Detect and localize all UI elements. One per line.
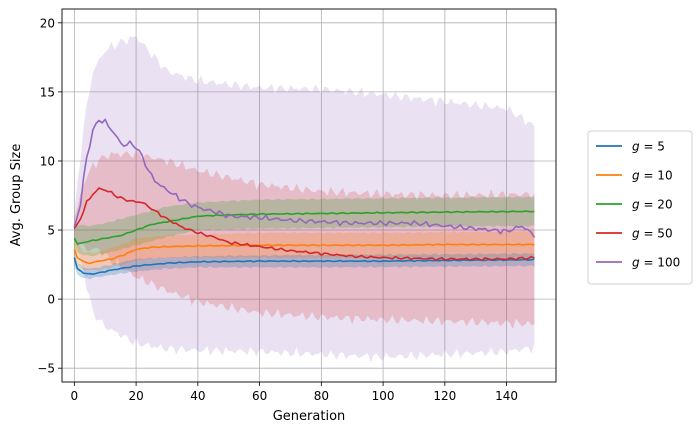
y-axis-ticks: −5 0 5 10 15 20 [37, 16, 62, 376]
y-axis-label: Avg. Group Size [9, 144, 24, 247]
y-tick-label: −5 [37, 362, 55, 376]
legend-box [587, 130, 693, 285]
y-tick-label: 20 [40, 16, 55, 30]
y-tick-label: 10 [40, 154, 55, 168]
x-tick-label: 20 [128, 389, 143, 403]
line-g-10 [73, 243, 535, 265]
line-g-100 [73, 118, 536, 238]
legend-label: g = 50 [632, 227, 673, 241]
band-g-20 [74, 196, 535, 257]
y-tick-label: 5 [47, 224, 55, 238]
x-tick-label: 100 [372, 389, 395, 403]
line-g-5 [73, 257, 535, 276]
y-tick-label: 15 [40, 85, 55, 99]
line-g-20 [73, 210, 535, 245]
band-g-10 [74, 230, 535, 271]
legend-label: g = 5 [632, 140, 665, 154]
x-tick-label: 40 [190, 389, 205, 403]
x-axis-ticks: 0 20 40 60 80 100 120 140 [71, 382, 518, 403]
grid [62, 9, 556, 382]
x-tick-label: 140 [495, 389, 518, 403]
legend-label: g = 10 [632, 169, 673, 183]
confidence-bands [74, 36, 535, 363]
x-tick-label: 120 [433, 389, 456, 403]
plot-frame [61, 8, 557, 383]
legend-label: g = 100 [632, 256, 680, 270]
band-g-100 [74, 36, 535, 363]
legend-label: g = 20 [632, 198, 673, 212]
x-tick-label: 0 [71, 389, 79, 403]
series-lines [73, 118, 536, 276]
legend: g = 5 g = 10 g = 20 g = 50 g = 100 [587, 130, 693, 285]
band-g-50 [74, 149, 535, 329]
line-g-50 [73, 187, 535, 262]
x-axis-label: Generation [273, 409, 346, 424]
x-tick-label: 80 [314, 389, 329, 403]
x-tick-label: 60 [252, 389, 267, 403]
y-tick-label: 0 [47, 293, 55, 307]
